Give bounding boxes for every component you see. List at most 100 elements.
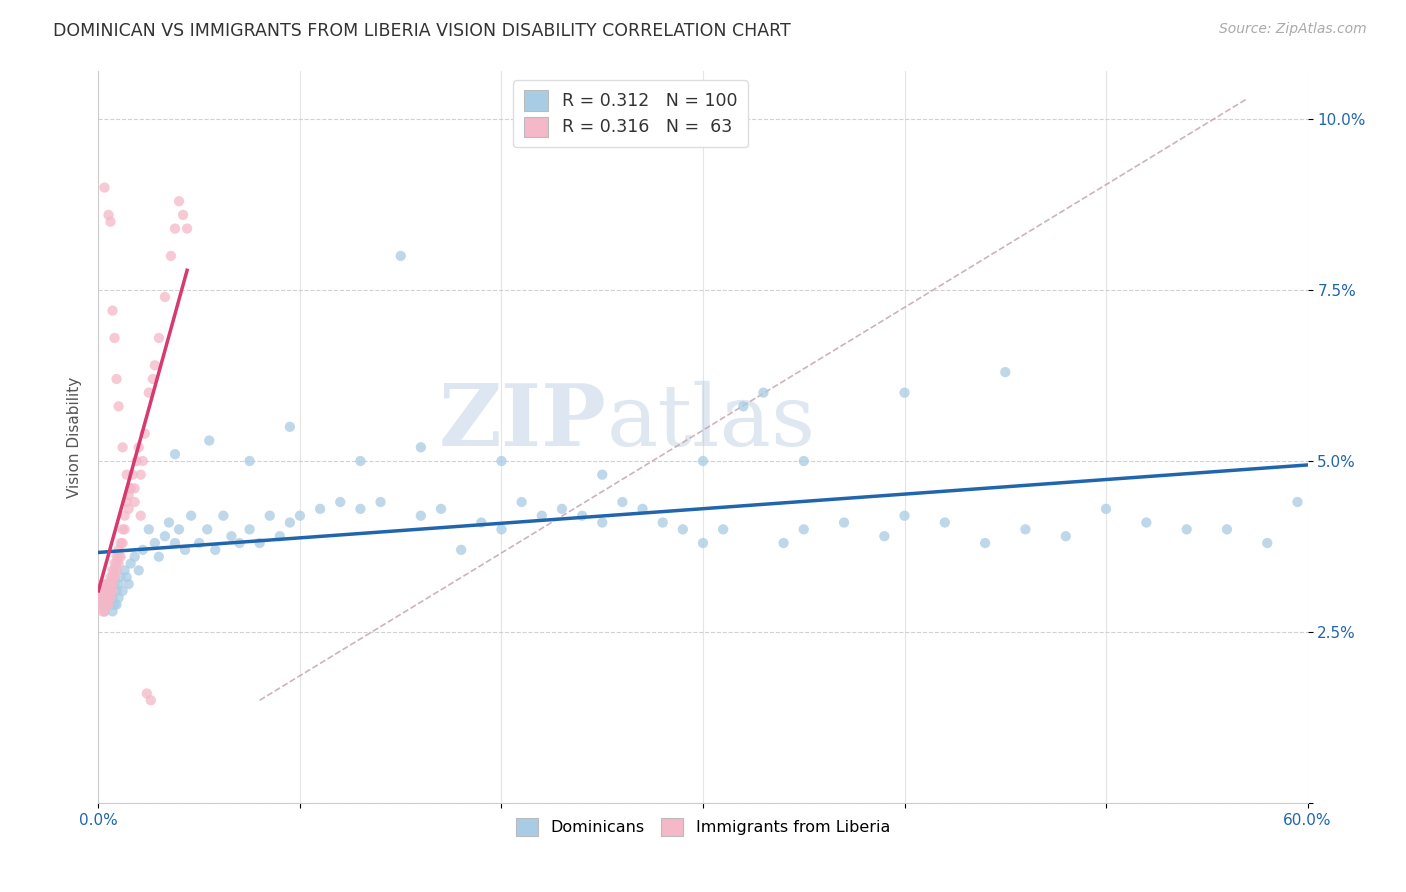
Point [329,495,352,509]
Point [107,400,129,414]
Point [110,549,132,564]
Point [188,536,211,550]
Point [212,508,235,523]
Point [278,420,301,434]
Point [138,385,160,400]
Point [651,516,673,530]
Point [160,249,183,263]
Point [96,598,118,612]
Point [349,454,371,468]
Point [138,522,160,536]
Point [91,604,114,618]
Point [97,598,120,612]
Y-axis label: Vision Disability: Vision Disability [66,376,82,498]
Text: DOMINICAN VS IMMIGRANTS FROM LIBERIA VISION DISABILITY CORRELATION CHART: DOMINICAN VS IMMIGRANTS FROM LIBERIA VIS… [53,22,792,40]
Point [111,440,134,454]
Point [93,180,115,194]
Point [551,501,574,516]
Point [239,454,262,468]
Point [100,598,122,612]
Point [132,542,155,557]
Point [129,467,152,482]
Point [1286,495,1309,509]
Point [893,508,915,523]
Point [733,400,755,414]
Point [793,454,815,468]
Point [180,508,202,523]
Point [101,591,124,605]
Point [135,686,157,700]
Point [91,598,114,612]
Point [571,508,593,523]
Legend: Dominicans, Immigrants from Liberia: Dominicans, Immigrants from Liberia [509,811,897,842]
Point [107,542,129,557]
Point [409,440,432,454]
Point [121,467,143,482]
Point [129,508,152,523]
Point [118,488,141,502]
Point [591,516,613,530]
Point [974,536,997,550]
Point [91,583,114,598]
Point [491,454,513,468]
Text: ZIP: ZIP [439,381,606,465]
Point [1216,522,1239,536]
Point [97,583,120,598]
Point [672,522,695,536]
Point [115,570,138,584]
Point [148,549,170,564]
Point [101,563,124,577]
Point [110,570,132,584]
Point [97,577,120,591]
Point [114,563,136,577]
Point [103,331,125,345]
Point [430,501,453,516]
Point [89,591,111,605]
Point [100,583,122,598]
Point [510,495,533,509]
Point [1175,522,1198,536]
Point [288,508,311,523]
Point [103,598,125,612]
Point [893,385,915,400]
Point [118,577,141,591]
Point [120,481,142,495]
Point [934,516,956,530]
Point [100,591,122,605]
Point [994,365,1017,379]
Point [389,249,412,263]
Point [1256,536,1278,550]
Point [107,577,129,591]
Point [612,495,634,509]
Point [96,577,118,591]
Point [114,508,136,523]
Point [93,583,115,598]
Point [1135,516,1157,530]
Point [153,529,176,543]
Point [110,536,132,550]
Point [309,501,332,516]
Point [167,522,190,536]
Point [1054,529,1077,543]
Point [1095,501,1118,516]
Point [349,501,371,516]
Point [143,536,166,550]
Point [105,598,128,612]
Point [96,598,118,612]
Point [97,591,120,605]
Point [692,536,714,550]
Point [259,508,281,523]
Point [409,508,432,523]
Point [111,522,134,536]
Point [100,583,122,598]
Point [101,303,124,318]
Point [103,563,125,577]
Point [96,583,118,598]
Point [530,508,553,523]
Point [124,549,146,564]
Point [107,557,129,571]
Text: Source: ZipAtlas.com: Source: ZipAtlas.com [1219,22,1367,37]
Point [107,591,129,605]
Point [278,516,301,530]
Point [148,331,170,345]
